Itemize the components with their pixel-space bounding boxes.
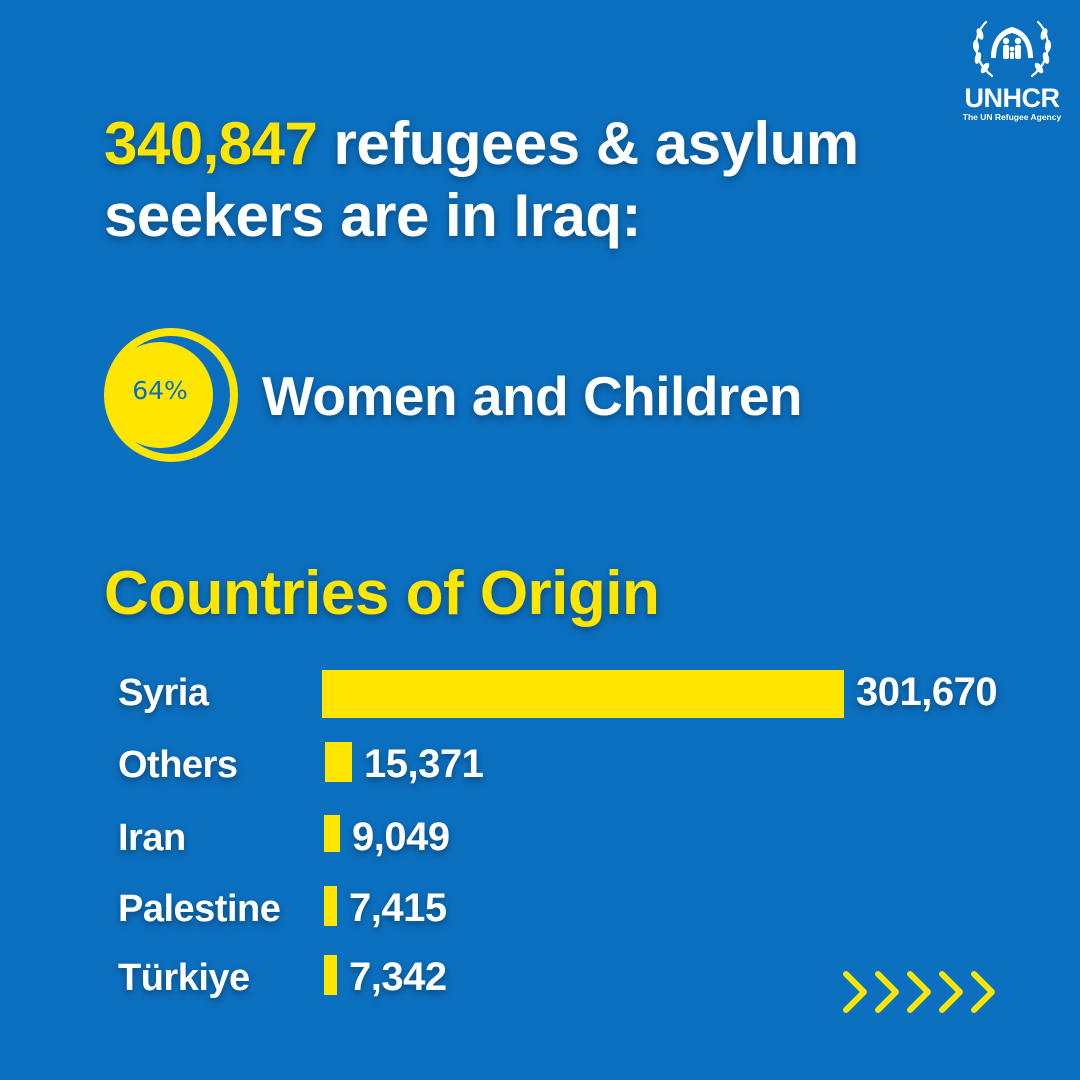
chevron-arrows-icon[interactable] (842, 968, 1012, 1016)
category-label: Iran (118, 817, 186, 859)
bar (324, 815, 340, 852)
category-label: Türkiye (118, 957, 250, 999)
value-label: 7,415 (349, 886, 447, 930)
headline-count: 340,847 (104, 110, 318, 177)
category-label: Others (118, 744, 238, 786)
unhcr-logo: UNHCR The UN Refugee Agency (960, 14, 1064, 124)
category-label: Palestine (118, 888, 281, 930)
headline: 340,847 refugees & asylum seekers are in… (104, 108, 964, 252)
bar (322, 670, 844, 718)
category-label: Syria (118, 672, 209, 714)
donut-chart (104, 328, 238, 462)
value-label: 15,371 (364, 742, 484, 786)
value-label: 9,049 (352, 815, 450, 859)
section-title: Countries of Origin (104, 559, 660, 628)
bar (324, 886, 337, 926)
bar (325, 742, 352, 782)
logo-brand: UNHCR (964, 83, 1061, 113)
headline-text: refugees & asylum seekers are in Iraq: (104, 110, 859, 249)
donut-percent-label: 64% (132, 376, 188, 405)
unhcr-emblem-icon (972, 20, 1052, 78)
percent-donut: 64% (104, 321, 238, 469)
value-label: 301,670 (856, 670, 998, 714)
value-label: 7,342 (349, 955, 447, 999)
bar (324, 955, 337, 995)
stat-label: Women and Children (262, 365, 803, 427)
logo-tagline: The UN Refugee Agency (962, 112, 1062, 122)
